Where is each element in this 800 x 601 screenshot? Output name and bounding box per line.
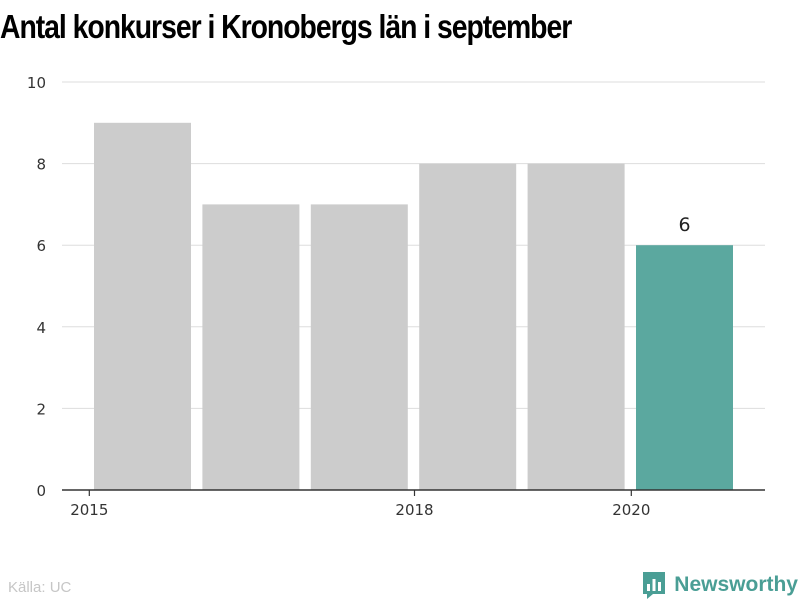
- bar-2018: [419, 163, 517, 490]
- bar-2020: [636, 245, 733, 490]
- brand-name: Newsworthy: [674, 573, 798, 596]
- bar-2017: [310, 204, 408, 490]
- bar-2016: [202, 204, 300, 490]
- y-axis-ticks: 0 2 4 6 8 10: [27, 74, 46, 500]
- chart-title: Antal konkurser i Kronobergs län i septe…: [0, 8, 572, 45]
- x-tick-label: 2015: [70, 501, 108, 519]
- x-axis-ticks: 2015 2018 2020: [70, 490, 650, 519]
- y-tick-label: 4: [36, 319, 46, 337]
- y-tick-label: 6: [36, 237, 46, 255]
- bar-2019: [527, 163, 625, 490]
- y-tick-label: 2: [36, 400, 46, 418]
- y-tick-label: 8: [36, 156, 46, 174]
- bar-chart-logo-icon: [643, 572, 666, 599]
- highlight-value-label: 6: [678, 214, 690, 236]
- bars: [94, 122, 733, 491]
- brand-logo[interactable]: Newsworthy: [641, 569, 798, 601]
- y-tick-label: 10: [27, 74, 46, 92]
- x-tick-label: 2020: [612, 501, 650, 519]
- y-tick-label: 0: [36, 482, 46, 500]
- bar-2015: [94, 122, 191, 491]
- x-tick-label: 2018: [395, 501, 433, 519]
- source-note: Källa: UC: [8, 579, 72, 596]
